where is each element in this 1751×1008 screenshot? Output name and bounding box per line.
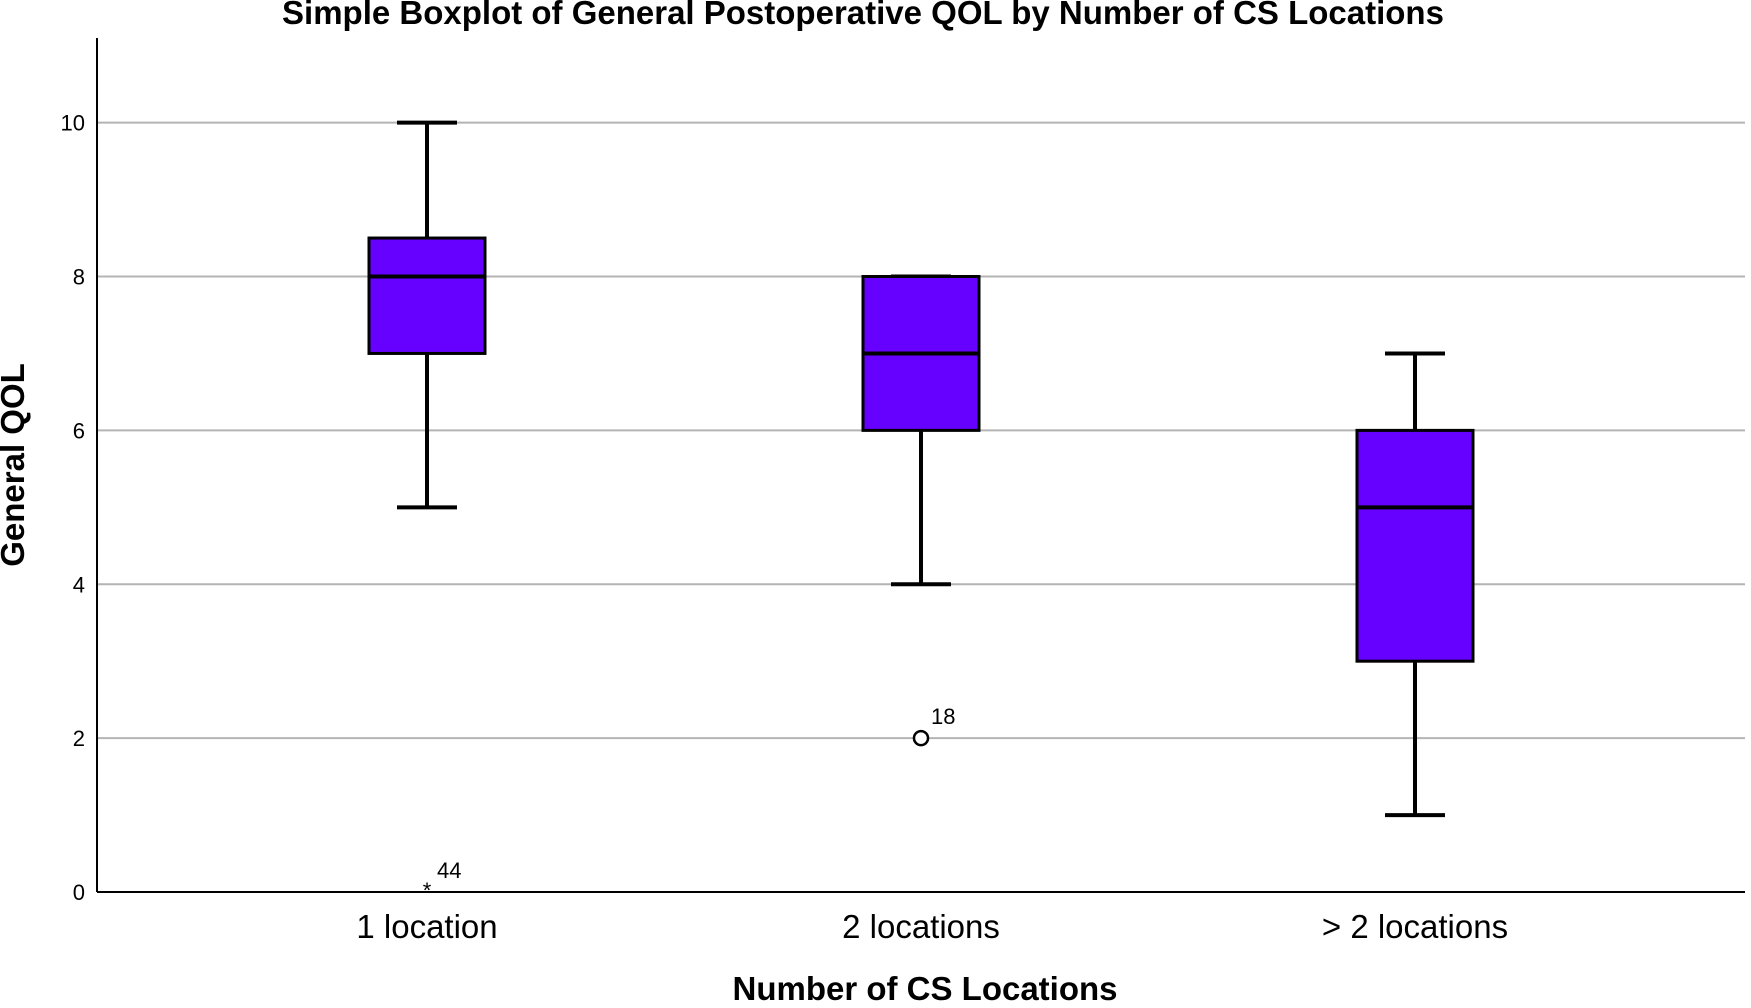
box-iqr <box>367 236 487 355</box>
box-group: *44 <box>367 120 487 903</box>
outlier-label: 18 <box>931 704 955 729</box>
y-tick-label: 6 <box>73 418 85 443</box>
axes-layer <box>96 38 1745 893</box>
x-tick-label: > 2 locations <box>1322 908 1508 945</box>
outlier-circle <box>912 729 930 747</box>
boxes-layer: *44 18 <box>367 120 1475 903</box>
box-group <box>1355 351 1475 818</box>
y-tick-label: 8 <box>73 265 85 290</box>
y-tick-label: 2 <box>73 726 85 751</box>
y-tick-label: 4 <box>73 572 85 597</box>
outlier-label: 44 <box>437 858 461 883</box>
y-tick-label: 0 <box>73 880 85 905</box>
box-group: 18 <box>861 274 981 747</box>
x-tick-label: 1 location <box>356 908 497 945</box>
x-axis-label: Number of CS Locations <box>732 970 1117 1007</box>
labels-layer: 0 2 4 6 8 10 1 location 2 locations > 2 location… <box>61 111 1509 945</box>
y-axis-label: General QOL <box>0 363 31 567</box>
outlier-star: * <box>423 878 432 903</box>
box-iqr <box>1355 428 1475 663</box>
y-tick-label: 10 <box>61 111 85 136</box>
chart-title: Simple Boxplot of General Postoperative … <box>282 0 1444 31</box>
x-tick-label: 2 locations <box>842 908 1000 945</box>
